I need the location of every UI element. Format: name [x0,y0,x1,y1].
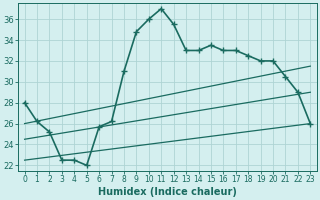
X-axis label: Humidex (Indice chaleur): Humidex (Indice chaleur) [98,187,237,197]
